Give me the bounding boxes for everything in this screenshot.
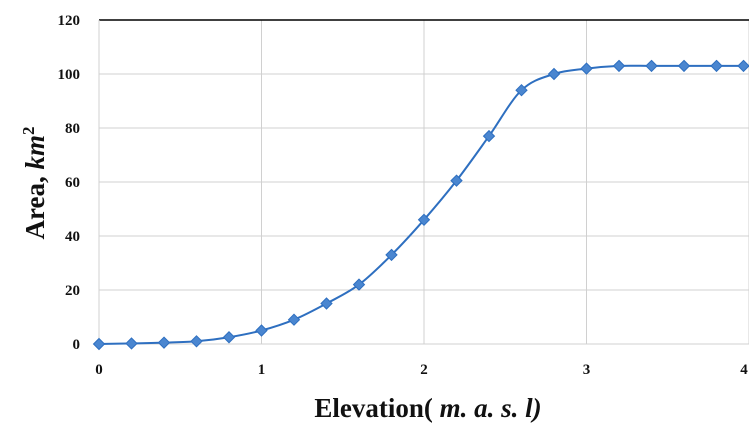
- gridlines: [99, 20, 749, 344]
- data-point-0-20: [737, 59, 749, 73]
- x-tick-label-0: 0: [95, 362, 103, 378]
- data-point-0-18: [677, 59, 691, 73]
- y-tick-label-2: 40: [65, 229, 80, 245]
- data-point-0-1: [125, 337, 138, 350]
- x-axis-title-unit: m. a. s. l): [433, 393, 542, 423]
- x-tick-label-3: 3: [583, 362, 591, 378]
- x-axis-title-main: Elevation(: [314, 393, 433, 423]
- data-point-0-15: [580, 62, 593, 75]
- plot-frame: [98, 19, 749, 345]
- data-point-0-19: [710, 59, 723, 73]
- marker-layer: [92, 59, 749, 351]
- data-point-0-13: [515, 83, 528, 97]
- data-point-0-9: [385, 248, 398, 262]
- y-tick-label-0: 0: [73, 337, 81, 353]
- y-axis-title-main: Area,: [20, 170, 50, 240]
- data-point-0-11: [450, 174, 463, 187]
- data-point-0-8: [352, 278, 366, 291]
- y-tick-label-3: 60: [65, 175, 80, 191]
- data-point-0-2: [157, 336, 171, 349]
- data-point-0-6: [287, 313, 301, 326]
- y-tick-label-4: 80: [65, 121, 80, 137]
- y-axis-title-unit: km: [20, 135, 50, 170]
- data-point-0-3: [190, 335, 203, 348]
- x-tick-labels: 0 1 2 3 4: [95, 362, 748, 378]
- data-point-0-17: [645, 59, 658, 73]
- x-tick-label-2: 2: [420, 362, 428, 378]
- y-tick-label-5: 100: [58, 67, 81, 83]
- data-point-0-10: [417, 213, 431, 227]
- x-tick-label-1: 1: [258, 362, 266, 378]
- data-point-0-7: [320, 297, 333, 310]
- y-axis-title-superscript: 2: [19, 127, 38, 136]
- data-point-0-5: [255, 324, 268, 337]
- y-tick-label-6: 120: [58, 13, 81, 29]
- y-tick-label-1: 20: [65, 283, 80, 299]
- data-point-0-12: [482, 129, 496, 143]
- data-point-0-14: [547, 67, 561, 81]
- data-point-0-0: [92, 337, 106, 351]
- data-point-0-16: [612, 59, 626, 73]
- x-axis-title: Elevation( m. a. s. l): [314, 393, 541, 423]
- data-point-0-4: [222, 331, 236, 344]
- y-axis-title: Area, km2: [19, 127, 50, 240]
- y-tick-labels: 0 20 40 60 80 100 120: [58, 13, 81, 353]
- x-tick-label-4: 4: [740, 362, 748, 378]
